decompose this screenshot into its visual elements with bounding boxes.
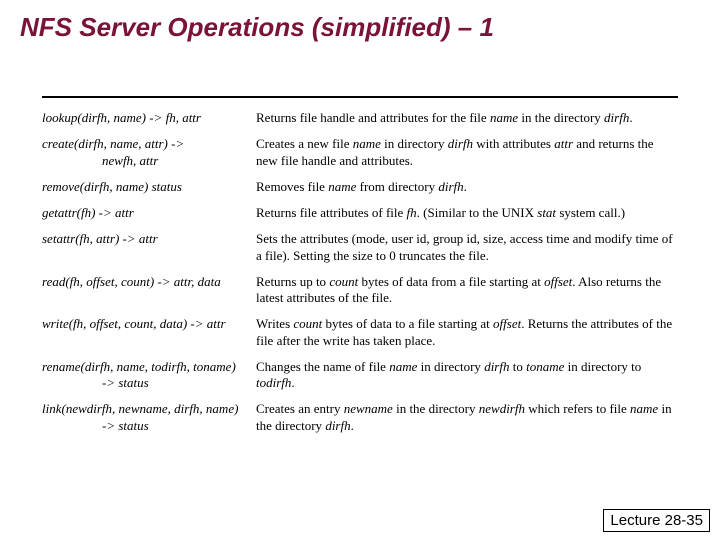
operation-description: Sets the attributes (mode, user id, grou… <box>256 231 678 264</box>
operation-signature-line2: newfh, attr <box>42 153 250 169</box>
table-row: lookup(dirfh, name) -> fh, attrReturns f… <box>42 110 678 126</box>
operation-description: Creates a new file name in directory dir… <box>256 136 678 169</box>
table-row: setattr(fh, attr) -> attrSets the attrib… <box>42 231 678 264</box>
operation-signature-line2: -> status <box>42 418 250 434</box>
operation-signature: remove(dirfh, name) status <box>42 179 256 195</box>
operation-signature: write(fh, offset, count, data) -> attr <box>42 316 256 349</box>
operation-signature: link(newdirfh, newname, dirfh, name)-> s… <box>42 401 256 434</box>
table-row: rename(dirfh, name, todirfh, toname)-> s… <box>42 359 678 392</box>
operation-signature: create(dirfh, name, attr) ->newfh, attr <box>42 136 256 169</box>
operation-signature: setattr(fh, attr) -> attr <box>42 231 256 264</box>
horizontal-rule <box>42 96 678 98</box>
slide: NFS Server Operations (simplified) – 1 l… <box>0 0 720 540</box>
table-row: link(newdirfh, newname, dirfh, name)-> s… <box>42 401 678 434</box>
operation-signature: getattr(fh) -> attr <box>42 205 256 221</box>
operation-description: Removes file name from directory dirfh. <box>256 179 678 195</box>
table-row: write(fh, offset, count, data) -> attrWr… <box>42 316 678 349</box>
operation-description: Changes the name of file name in directo… <box>256 359 678 392</box>
operation-description: Writes count bytes of data to a file sta… <box>256 316 678 349</box>
operation-signature: lookup(dirfh, name) -> fh, attr <box>42 110 256 126</box>
operation-signature: read(fh, offset, count) -> attr, data <box>42 274 256 307</box>
page-title: NFS Server Operations (simplified) – 1 <box>20 12 702 43</box>
operation-description: Returns file attributes of file fh. (Sim… <box>256 205 678 221</box>
table-row: remove(dirfh, name) statusRemoves file n… <box>42 179 678 195</box>
operation-description: Returns file handle and attributes for t… <box>256 110 678 126</box>
operation-description: Creates an entry newname in the director… <box>256 401 678 434</box>
table-row: getattr(fh) -> attrReturns file attribut… <box>42 205 678 221</box>
operations-table: lookup(dirfh, name) -> fh, attrReturns f… <box>42 110 678 444</box>
table-row: read(fh, offset, count) -> attr, dataRet… <box>42 274 678 307</box>
operation-description: Returns up to count bytes of data from a… <box>256 274 678 307</box>
table-row: create(dirfh, name, attr) ->newfh, attrC… <box>42 136 678 169</box>
operation-signature: rename(dirfh, name, todirfh, toname)-> s… <box>42 359 256 392</box>
operation-signature-line2: -> status <box>42 375 250 391</box>
lecture-label: Lecture 28-35 <box>603 509 710 532</box>
